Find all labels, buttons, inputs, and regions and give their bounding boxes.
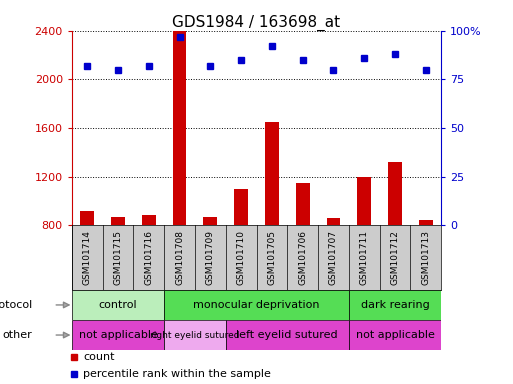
Bar xyxy=(72,320,164,350)
Bar xyxy=(358,177,371,225)
Bar xyxy=(388,162,402,225)
Text: GSM101706: GSM101706 xyxy=(298,230,307,285)
Text: control: control xyxy=(98,300,137,310)
Bar xyxy=(349,320,441,350)
Text: not applicable: not applicable xyxy=(356,330,435,340)
Bar xyxy=(80,210,94,225)
Text: GSM101705: GSM101705 xyxy=(267,230,277,285)
Text: not applicable: not applicable xyxy=(78,330,157,340)
Bar xyxy=(142,215,156,225)
Bar xyxy=(226,320,349,350)
Bar xyxy=(172,31,187,225)
Text: right eyelid sutured: right eyelid sutured xyxy=(150,331,240,339)
Text: GSM101716: GSM101716 xyxy=(144,230,153,285)
Text: GSM101715: GSM101715 xyxy=(113,230,123,285)
Title: GDS1984 / 163698_at: GDS1984 / 163698_at xyxy=(172,15,341,31)
Text: GSM101712: GSM101712 xyxy=(390,230,400,285)
Bar xyxy=(203,217,218,225)
Bar xyxy=(326,218,341,225)
Bar xyxy=(234,189,248,225)
Bar xyxy=(164,290,349,320)
Text: GSM101708: GSM101708 xyxy=(175,230,184,285)
Text: GSM101714: GSM101714 xyxy=(83,230,92,285)
Text: monocular deprivation: monocular deprivation xyxy=(193,300,320,310)
Bar xyxy=(349,290,441,320)
Text: GSM101711: GSM101711 xyxy=(360,230,369,285)
Text: GSM101713: GSM101713 xyxy=(421,230,430,285)
Bar xyxy=(72,290,164,320)
Bar xyxy=(295,182,310,225)
Text: percentile rank within the sample: percentile rank within the sample xyxy=(83,369,271,379)
Text: dark rearing: dark rearing xyxy=(361,300,429,310)
Text: GSM101710: GSM101710 xyxy=(236,230,246,285)
Text: GSM101709: GSM101709 xyxy=(206,230,215,285)
Text: other: other xyxy=(2,330,32,340)
Bar xyxy=(111,217,125,225)
Text: count: count xyxy=(83,352,114,362)
Bar xyxy=(164,320,226,350)
Text: GSM101707: GSM101707 xyxy=(329,230,338,285)
Text: protocol: protocol xyxy=(0,300,32,310)
Bar xyxy=(419,220,433,225)
Bar xyxy=(265,122,279,225)
Text: left eyelid sutured: left eyelid sutured xyxy=(236,330,338,340)
